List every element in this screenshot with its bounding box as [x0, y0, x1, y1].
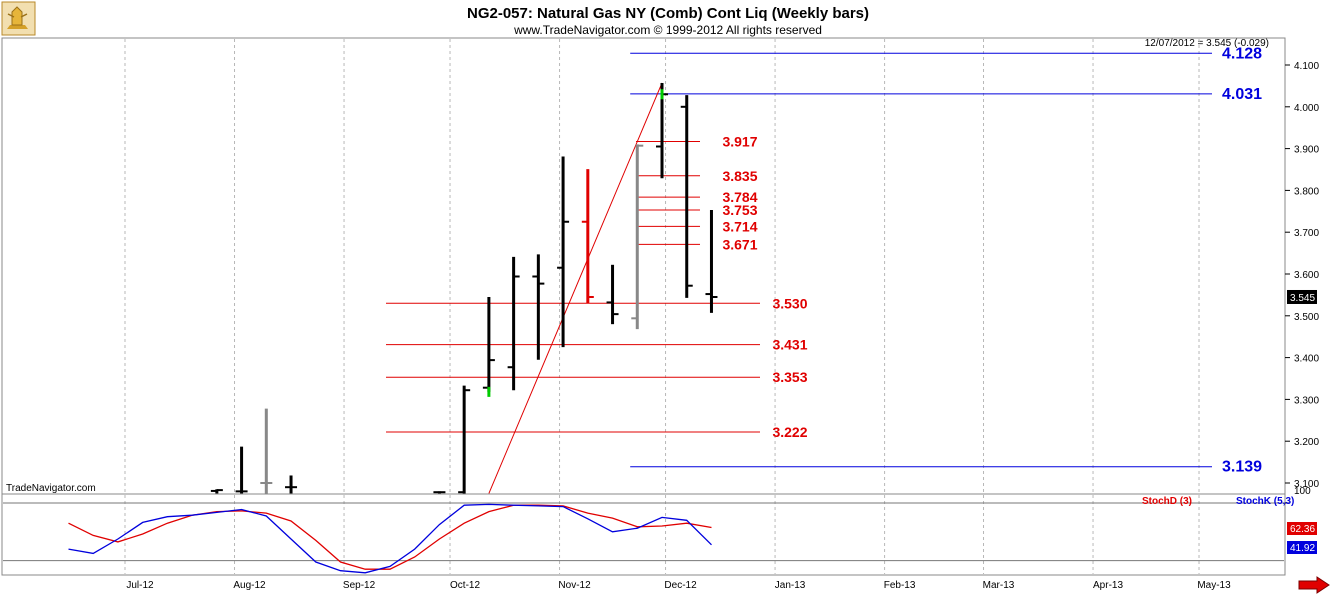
time-tick-label: May-13 — [1197, 580, 1231, 591]
vertical-gridlines — [124, 39, 1200, 574]
time-tick-label: Sep-12 — [343, 580, 376, 591]
level-label: 3.671 — [722, 236, 757, 252]
time-tick-label: Oct-12 — [450, 580, 480, 591]
price-tick-label: 3.600 — [1294, 270, 1319, 281]
time-tick-label: Apr-13 — [1093, 580, 1123, 591]
level-label: 3.714 — [722, 218, 757, 234]
stoch-line-d — [68, 504, 712, 570]
price-tick-label: 3.300 — [1294, 395, 1319, 406]
price-tick-label: 3.800 — [1294, 186, 1319, 197]
level-label: 3.139 — [1222, 459, 1262, 476]
trendline-layer — [488, 82, 663, 494]
level-label: 3.753 — [722, 202, 757, 218]
price-tick-label: 4.100 — [1294, 61, 1319, 72]
chart-title: NG2-057: Natural Gas NY (Comb) Cont Liq … — [467, 5, 869, 22]
level-label: 3.353 — [772, 369, 807, 385]
time-axis: Jul-12 Aug-12 Sep-12 Oct-12 Nov-12 Dec-12 Jan-… — [126, 580, 1231, 591]
last-price-label: 3.545 — [1290, 293, 1315, 304]
level-label: 3.917 — [722, 133, 757, 149]
watermark-text: TradeNavigator.com — [6, 483, 96, 494]
level-label: 4.128 — [1222, 45, 1262, 62]
price-tick-label: 4.000 — [1294, 103, 1319, 114]
price-tick-label: 3.500 — [1294, 312, 1319, 323]
price-tick-label: 3.700 — [1294, 228, 1319, 239]
level-label: 3.222 — [772, 424, 807, 440]
stoch-value-box — [1287, 522, 1317, 535]
time-tick-label: Jan-13 — [775, 580, 806, 591]
stoch-legend-item: StochK (5,3) — [1236, 496, 1294, 507]
last-quote-text: 12/07/2012 = 3.545 (-0.029) — [1145, 38, 1269, 49]
trendline — [488, 82, 663, 494]
stoch-value-label: 41.92 — [1290, 543, 1315, 554]
time-tick-label: Jul-12 — [126, 580, 154, 591]
time-tick-label: Feb-13 — [884, 580, 916, 591]
level-label: 3.431 — [772, 337, 807, 353]
stoch-tick-label: 100 — [1294, 486, 1311, 497]
stoch-line-k — [68, 503, 712, 574]
time-tick-label: Dec-12 — [664, 580, 697, 591]
time-tick-label: Aug-12 — [233, 580, 266, 591]
level-label: 3.784 — [722, 189, 757, 205]
stoch-value-box — [1287, 541, 1317, 554]
price-tick-label: 3.400 — [1294, 354, 1319, 365]
price-tick-label: 3.900 — [1294, 145, 1319, 156]
price-bars — [210, 82, 718, 494]
last-price-box — [1287, 289, 1317, 304]
copyright-text: www.TradeNavigator.com © 1999-2012 All r… — [513, 23, 822, 37]
level-label: 3.530 — [772, 295, 807, 311]
stochastic-panel: 100 StochD (3) StochK (5,3) 62.36 41.92 — [3, 486, 1317, 574]
price-tick-label: 3.100 — [1294, 479, 1319, 490]
price-tick-label: 3.200 — [1294, 437, 1319, 448]
stoch-legend-item: StochD (3) — [1142, 496, 1192, 507]
level-label: 3.835 — [722, 168, 757, 184]
logo-icon — [1, 1, 36, 36]
time-tick-label: Mar-13 — [983, 580, 1015, 591]
time-tick-label: Nov-12 — [558, 580, 591, 591]
stoch-value-label: 62.36 — [1290, 524, 1315, 535]
scroll-right-icon[interactable] — [1298, 576, 1330, 594]
price-axis: 3.100 3.200 3.300 3.400 3.500 3.600 3.700 3.800… — [1285, 61, 1319, 490]
level-label: 4.031 — [1222, 86, 1262, 103]
